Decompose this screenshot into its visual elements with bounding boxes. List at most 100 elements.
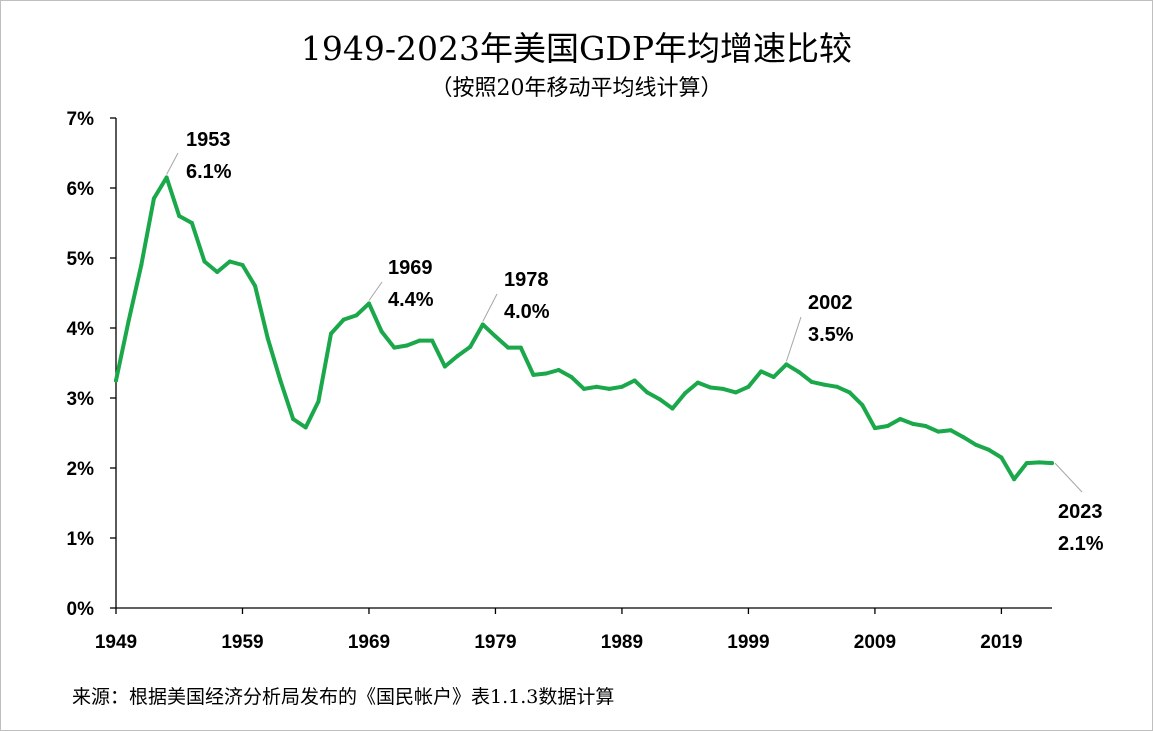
annotation-year: 2023	[1058, 501, 1103, 523]
annotation-leader-line	[482, 293, 498, 322]
annotation-leader-line	[368, 281, 383, 301]
data-point	[569, 375, 574, 379]
data-point	[936, 429, 941, 434]
data-point	[253, 284, 258, 288]
data-point	[822, 382, 827, 387]
chart-subtitle: （按照20年移动平均线计算）	[430, 76, 723, 101]
data-point	[885, 424, 890, 428]
data-point	[1050, 461, 1054, 466]
data-point	[948, 428, 953, 433]
data-point	[784, 362, 789, 367]
annotation-value: 4.0%	[504, 301, 550, 323]
y-tick-label: 7%	[67, 109, 95, 130]
x-tick-label: 2019	[980, 632, 1022, 653]
data-point	[354, 313, 359, 318]
x-tick-label: 1989	[601, 632, 643, 653]
annotation-value: 2.1%	[1058, 533, 1104, 555]
data-point	[1012, 477, 1017, 482]
data-point	[329, 331, 333, 336]
data-point	[670, 406, 675, 411]
data-point	[430, 338, 435, 343]
data-point	[986, 447, 991, 452]
x-tick-label: 2009	[854, 632, 896, 653]
data-point	[151, 196, 156, 201]
x-tick-label: 1969	[348, 632, 390, 653]
annotation-year: 1969	[388, 257, 433, 279]
data-point	[278, 378, 283, 383]
data-point	[114, 378, 118, 383]
data-point	[860, 403, 865, 407]
annotation-value: 4.4%	[388, 289, 434, 311]
data-point	[872, 426, 877, 431]
data-point	[227, 259, 232, 264]
chart-title: 1949-2023年美国GDP年均增速比较	[300, 29, 853, 68]
source-note: 来源：根据美国经济分析局发布的《国民帐户》表1.1.3数据计算	[72, 686, 615, 708]
data-point	[695, 380, 700, 385]
data-point	[759, 369, 764, 374]
x-tick-label: 1999	[727, 632, 769, 653]
annotation-year: 1953	[186, 129, 231, 151]
x-tick-label: 1959	[221, 632, 263, 653]
data-point	[189, 221, 194, 225]
data-point	[404, 343, 409, 348]
y-tick-label: 2%	[67, 459, 95, 480]
data-point	[657, 397, 662, 402]
data-point	[898, 417, 903, 421]
x-axis-ticks: 1949 1959 1969 1979 1989 1999 2009 2019	[95, 608, 1023, 653]
annotation-value: 6.1%	[186, 161, 232, 183]
annotations: 1953 6.1% 1969 4.4% 1978 4.0% 2002 3.5% 2023 2.1%	[166, 129, 1104, 555]
data-point	[544, 371, 549, 376]
annotation-year: 2002	[808, 292, 853, 314]
data-point	[594, 384, 599, 389]
data-point	[518, 345, 523, 350]
data-point	[746, 384, 751, 389]
data-point	[126, 319, 131, 323]
data-point	[341, 317, 346, 322]
data-point	[923, 424, 928, 428]
y-tick-label: 0%	[67, 599, 95, 620]
y-tick-label: 5%	[67, 249, 95, 270]
annotation-value: 3.5%	[808, 324, 854, 346]
data-point	[835, 384, 839, 389]
data-point	[1024, 461, 1029, 466]
data-point	[455, 354, 460, 358]
annotation-year: 1978	[504, 269, 549, 291]
data-point	[417, 338, 422, 343]
data-point	[645, 390, 650, 395]
x-tick-label: 1979	[474, 632, 516, 653]
y-axis-ticks: 0% 1% 2% 3% 4% 5% 6% 7%	[67, 109, 116, 620]
data-point	[506, 345, 511, 350]
data-point	[392, 345, 397, 350]
data-point	[999, 455, 1004, 460]
data-point	[683, 391, 688, 396]
data-point	[1037, 460, 1042, 465]
annotation-leader-line	[785, 316, 802, 362]
series-points	[114, 175, 1054, 482]
data-point	[721, 386, 726, 391]
data-point	[164, 175, 169, 180]
data-point	[291, 417, 296, 421]
x-tick-label: 1949	[95, 632, 137, 653]
y-tick-label: 3%	[67, 389, 95, 410]
y-tick-label: 4%	[67, 319, 95, 340]
data-point	[607, 386, 612, 391]
data-point	[847, 390, 852, 395]
data-point	[480, 322, 485, 327]
data-point	[303, 425, 308, 430]
data-point	[265, 336, 270, 341]
data-point	[468, 344, 473, 349]
data-point	[531, 372, 536, 377]
data-point	[139, 263, 144, 267]
data-point	[733, 390, 738, 395]
data-point	[809, 379, 814, 384]
data-point	[379, 329, 384, 334]
data-point	[961, 435, 966, 440]
data-point	[367, 301, 371, 306]
data-point	[619, 384, 624, 389]
data-point	[215, 270, 220, 274]
axes	[115, 118, 1052, 609]
annotation-leader-line	[1054, 462, 1083, 493]
series-line	[114, 175, 1054, 482]
